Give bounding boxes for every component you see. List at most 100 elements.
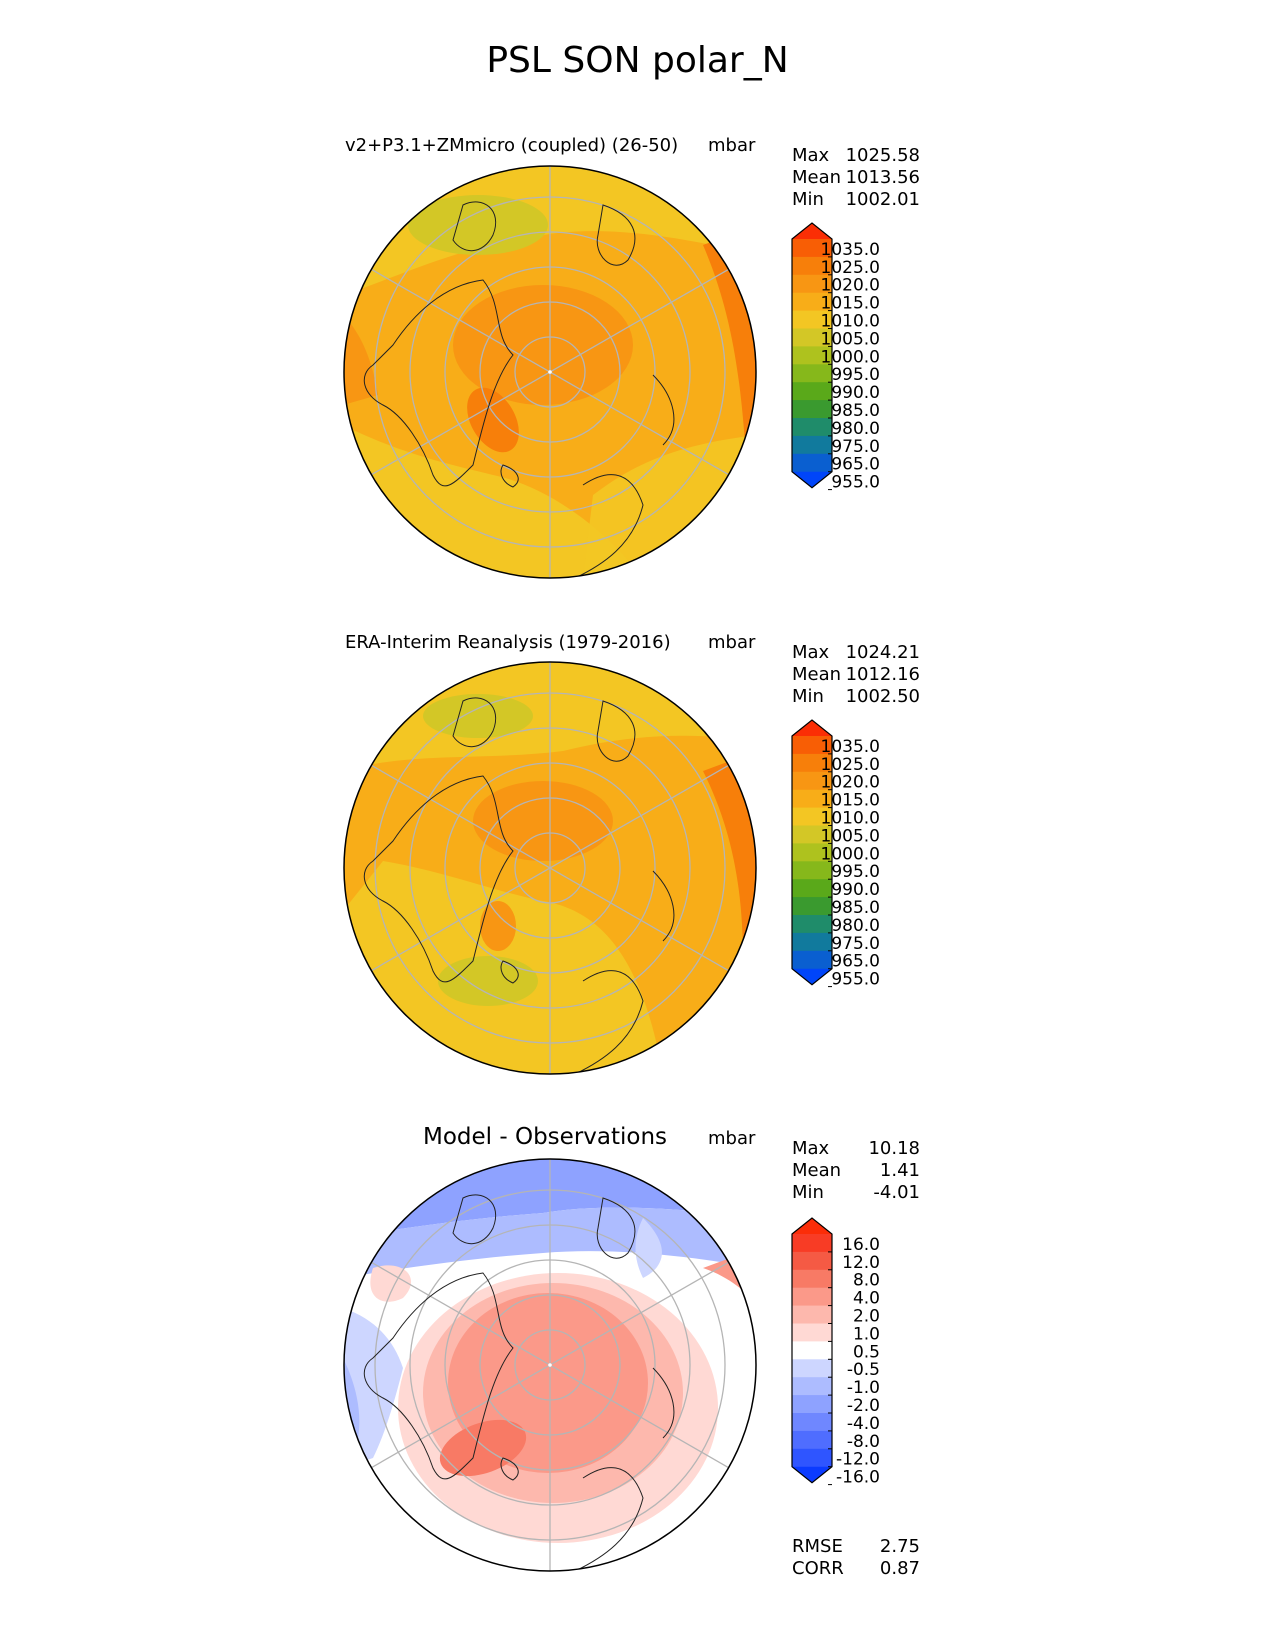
colorbar-segment [792, 897, 832, 916]
colorbar-tick-label: -12.0 [836, 1450, 880, 1470]
colorbar-segment [792, 382, 832, 401]
colorbar-segment [792, 435, 832, 455]
colorbar-extend-bottom [792, 1466, 832, 1483]
colorbar-segment [792, 1430, 832, 1450]
colorbar-segment [792, 1234, 832, 1253]
colorbar-segment [792, 1413, 832, 1432]
colorbar-segment [792, 1323, 832, 1342]
colorbar-segment [792, 1269, 832, 1289]
colorbar-tick-label: 990.0 [831, 880, 880, 900]
stat-value: 1013.56 [845, 167, 920, 188]
colorbar-segment [792, 1305, 832, 1324]
colorbar-segment [792, 400, 832, 419]
stat-label: Max [792, 145, 830, 166]
stats-observations: Max 1024.21 Mean 1012.16 Min 1002.50 [792, 642, 920, 708]
colorbar-tick-label: 1015.0 [821, 791, 880, 811]
colorbar-segment [792, 753, 832, 773]
panel-units-model: mbar [708, 135, 756, 156]
colorbar-segment [792, 825, 832, 844]
colorbar-tick-label: 1000.0 [821, 844, 880, 864]
colorbar-extend-top [792, 1218, 832, 1234]
figure-title: PSL SON polar_N [486, 40, 789, 81]
colorbar-segment [792, 1359, 832, 1378]
stats-model: Max 1025.58 Mean 1013.56 Min 1002.01 [792, 145, 920, 211]
colorbar-tick-label: 1015.0 [821, 294, 880, 314]
colorbar-tick-label: -1.0 [847, 1378, 880, 1398]
stat-label: Max [792, 642, 830, 663]
colorbar-tick-label: -8.0 [847, 1432, 880, 1452]
colorbar-segment [792, 932, 832, 952]
colorbar-tick-label: 1035.0 [821, 737, 880, 757]
colorbar-tick-label: 1020.0 [821, 773, 880, 793]
colorbar-tick-label: 1010.0 [821, 809, 880, 829]
colorbar-tick-label: 965.0 [831, 455, 880, 475]
colorbar-difference: 16.012.08.04.02.01.00.5-0.5-1.0-2.0-4.0-… [791, 1217, 880, 1488]
colorbar-segment [792, 807, 832, 826]
polar-map-model [343, 165, 757, 579]
colorbar-segment [792, 843, 832, 862]
colorbar-segment [792, 950, 832, 970]
colorbar-tick-label: 955.0 [831, 970, 880, 990]
extra-stats-difference: RMSE 2.75 CORR 0.87 [792, 1536, 920, 1580]
stat-value: 0.87 [879, 1558, 920, 1579]
stat-label: Min [792, 686, 824, 707]
colorbar-tick-label: -0.5 [847, 1360, 880, 1380]
colorbar-segment [792, 274, 832, 294]
panel-title-observations: ERA-Interim Reanalysis (1979-2016) [345, 632, 671, 653]
stat-label: RMSE [792, 1536, 843, 1557]
colorbar-tick-label: 955.0 [831, 473, 880, 493]
colorbar-tick-label: 1020.0 [821, 276, 880, 296]
colorbar-segment [792, 879, 832, 898]
polar-map-observations [343, 661, 757, 1075]
stat-label: CORR [792, 1558, 844, 1579]
stat-value: 1024.21 [845, 642, 920, 663]
stat-label: Mean [792, 1160, 842, 1181]
colorbar-tick-label: 1000.0 [821, 347, 880, 367]
stat-value: 1.41 [879, 1160, 920, 1181]
colorbar-tick-label: 1005.0 [821, 329, 880, 349]
colorbar-segment [792, 1448, 832, 1468]
colorbar-tick-label: -16.0 [836, 1468, 880, 1488]
colorbar-tick-label: 995.0 [831, 862, 880, 882]
colorbar-extend-bottom [792, 471, 832, 488]
colorbar-segment [792, 256, 832, 276]
colorbar-tick-label: 2.0 [853, 1307, 880, 1327]
stat-label: Min [792, 189, 824, 210]
polar-map-difference [343, 1158, 757, 1572]
colorbar-tick-label: 1035.0 [821, 240, 880, 260]
colorbar-tick-label: 0.5 [853, 1342, 880, 1362]
colorbar-tick-label: 1025.0 [821, 755, 880, 775]
colorbar-tick-label: 8.0 [853, 1271, 880, 1291]
colorbar-tick-label: 965.0 [831, 952, 880, 972]
colorbar-extend-top [792, 223, 832, 239]
colorbar-segment [792, 310, 832, 329]
colorbar-segment [792, 1341, 832, 1360]
panel-title-model: v2+P3.1+ZMmicro (coupled) (26-50) [345, 135, 679, 156]
colorbar-tick-label: 1.0 [853, 1324, 880, 1344]
colorbar-tick-label: 1010.0 [821, 312, 880, 332]
colorbar-segment [792, 453, 832, 473]
colorbar-segment [792, 1377, 832, 1396]
colorbar-tick-label: 980.0 [831, 419, 880, 439]
colorbar-segment [792, 239, 832, 258]
colorbar-segment [792, 915, 832, 934]
panel-units-difference: mbar [708, 1128, 756, 1149]
stat-value: 1025.58 [845, 145, 920, 166]
colorbar-tick-label: 975.0 [831, 437, 880, 457]
colorbar-segment [792, 328, 832, 347]
colorbar-segment [792, 346, 832, 365]
colorbar-tick-label: 985.0 [831, 898, 880, 918]
colorbar-tick-label: 16.0 [842, 1235, 880, 1255]
colorbar-segment [792, 292, 832, 312]
colorbar-tick-label: 4.0 [853, 1289, 880, 1309]
stat-label: Mean [792, 167, 842, 188]
panel-title-difference: Model - Observations [423, 1124, 668, 1150]
colorbar-segment [792, 418, 832, 437]
colorbar-tick-label: 995.0 [831, 365, 880, 385]
colorbar-segment [792, 861, 832, 880]
stat-label: Mean [792, 664, 842, 685]
colorbar-segment [792, 789, 832, 809]
colorbar-tick-label: 980.0 [831, 916, 880, 936]
colorbar-extend-top [792, 720, 832, 736]
colorbar-tick-label: 975.0 [831, 934, 880, 954]
